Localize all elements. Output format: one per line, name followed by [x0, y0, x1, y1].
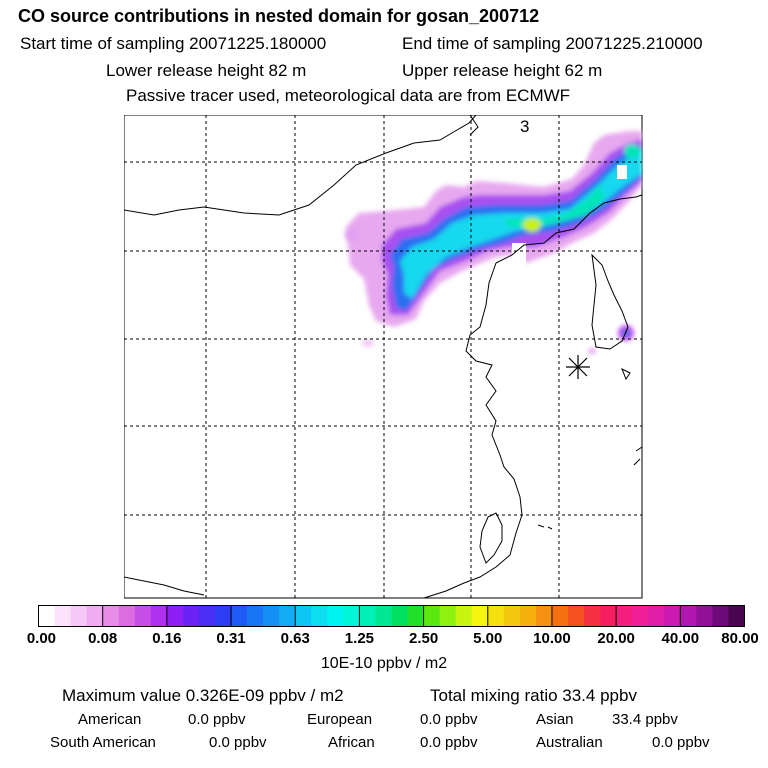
colorbar-cell	[359, 605, 376, 627]
region-value-european: 0.0 ppbv	[420, 711, 478, 728]
start-time: Start time of sampling 20071225.180000	[20, 34, 327, 53]
colorbar-cell	[198, 605, 216, 627]
colorbar-tick-label: 0.16	[152, 630, 182, 647]
region-name-american: American	[78, 711, 142, 728]
end-time: End time of sampling 20071225.210000	[402, 34, 703, 53]
region-value-american: 0.0 ppbv	[188, 711, 246, 728]
colorbar-cell	[327, 605, 344, 627]
colorbar	[38, 605, 745, 627]
region-value-asian: 33.4 ppbv	[612, 711, 678, 728]
plume-teal	[504, 185, 604, 227]
colorbar-cell	[407, 605, 424, 627]
colorbar-cell	[86, 605, 103, 627]
colorbar-cell	[600, 605, 617, 627]
colorbar-tick-label: 10.00	[533, 630, 571, 647]
colorbar-cell	[423, 605, 440, 627]
colorbar-cell	[535, 605, 553, 627]
colorbar-cell	[391, 605, 408, 627]
upper-release-height: Upper release height 62 m	[402, 61, 603, 80]
colorbar-cell	[696, 605, 713, 627]
colorbar-cell	[712, 605, 729, 627]
colorbar-cell	[263, 605, 280, 627]
colorbar-cell	[134, 605, 152, 627]
colorbar-cell	[455, 605, 473, 627]
colorbar-cell	[343, 605, 360, 627]
colorbar-tick-label: 2.50	[408, 630, 439, 647]
plume-core-ne	[624, 144, 640, 158]
colorbar-cell	[471, 605, 489, 627]
colorbar-cell	[487, 605, 505, 627]
colorbar-cell	[584, 605, 601, 627]
colorbar-cell	[70, 605, 87, 627]
region-name-asian: Asian	[536, 711, 574, 728]
colorbar-cell	[632, 605, 649, 627]
colorbar-tick-label: 0.00	[26, 630, 57, 647]
colorbar-cell	[664, 605, 681, 627]
colorbar-cell	[551, 605, 569, 627]
colorbar-cell	[279, 605, 296, 627]
colorbar-tick-label: 0.31	[216, 630, 246, 647]
colorbar-units: 10E-10 ppbv / m2	[320, 655, 448, 672]
colorbar-cell	[519, 605, 537, 627]
colorbar-cell	[182, 605, 200, 627]
region-name-australian: Australian	[536, 734, 603, 751]
colorbar-cell	[231, 605, 248, 627]
colorbar-cell	[568, 605, 585, 627]
plume-field	[346, 131, 642, 327]
region-name-african: African	[328, 734, 375, 751]
plume-hotspot	[523, 218, 541, 232]
colorbar-cell	[311, 605, 328, 627]
region-name-european: European	[307, 711, 373, 728]
lower-release-height: Lower release height 82 m	[106, 61, 307, 80]
region-value-south-american: 0.0 ppbv	[209, 734, 267, 751]
colorbar-cell	[215, 605, 232, 627]
colorbar-cell	[54, 605, 71, 627]
colorbar-tick-label: 1.25	[344, 630, 375, 647]
asterisk-station-icon	[566, 355, 590, 379]
region-name-south-american: South American	[50, 734, 156, 751]
colorbar-cell	[118, 605, 136, 627]
colorbar-tick-label: 0.08	[88, 630, 118, 647]
colorbar-cell	[680, 605, 697, 627]
colorbar-cell	[439, 605, 456, 627]
region-value-australian: 0.0 ppbv	[652, 734, 710, 751]
colorbar-tick-label: 40.00	[661, 630, 700, 647]
max-value: Maximum value 0.326E-09 ppbv / m2	[62, 686, 344, 705]
colorbar-cell	[295, 605, 312, 627]
colorbar-cell	[375, 605, 392, 627]
colorbar-cell	[648, 605, 665, 627]
colorbar-tick-label: 80.00	[721, 630, 759, 647]
colorbar-cell	[166, 605, 184, 627]
plot-title: CO source contributions in nested domain…	[18, 6, 540, 26]
colorbar-cell	[247, 605, 264, 627]
map-panel: 3	[124, 115, 643, 599]
colorbar-cell	[616, 605, 633, 627]
colorbar-cell	[150, 605, 168, 627]
panel-label: 3	[520, 117, 529, 136]
total-mixing-ratio: Total mixing ratio 33.4 ppbv	[430, 686, 637, 705]
colorbar-cell	[102, 605, 120, 627]
graticule	[124, 115, 642, 598]
tracer-note: Passive tracer used, meteorological data…	[126, 86, 571, 105]
colorbar-tick-label: 5.00	[473, 630, 503, 647]
colorbar-tick-label: 20.00	[597, 630, 635, 647]
coastlines	[124, 115, 643, 599]
colorbar-tick-label: 0.63	[280, 630, 310, 647]
colorbar-cell	[503, 605, 521, 627]
colorbar-cell	[38, 605, 55, 627]
region-value-african: 0.0 ppbv	[420, 734, 478, 751]
colorbar-cell	[728, 605, 745, 627]
